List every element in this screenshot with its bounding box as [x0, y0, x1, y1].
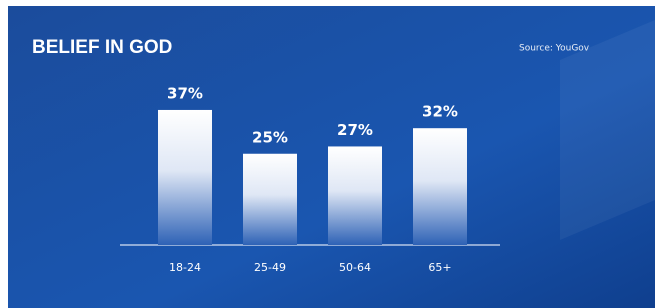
chart-title: BELIEF IN GOD	[32, 37, 172, 58]
source: Source: YouGov	[519, 44, 590, 54]
x-tick-label: 25-49	[254, 261, 286, 274]
value-label: 25%	[252, 128, 288, 146]
bar	[413, 128, 467, 245]
x-tick-label: 18-24	[169, 261, 201, 274]
value-label: 27%	[337, 121, 373, 139]
x-tick-label: 50-64	[339, 261, 371, 274]
bar	[243, 154, 297, 245]
bar	[328, 146, 382, 245]
x-tick-label: 65+	[428, 261, 451, 274]
value-label: 37%	[167, 84, 203, 102]
chart: BELIEF IN GOD Source: YouGov 37% 18-24 25%…	[0, 0, 655, 308]
bar	[158, 110, 212, 245]
value-label: 32%	[422, 103, 458, 121]
